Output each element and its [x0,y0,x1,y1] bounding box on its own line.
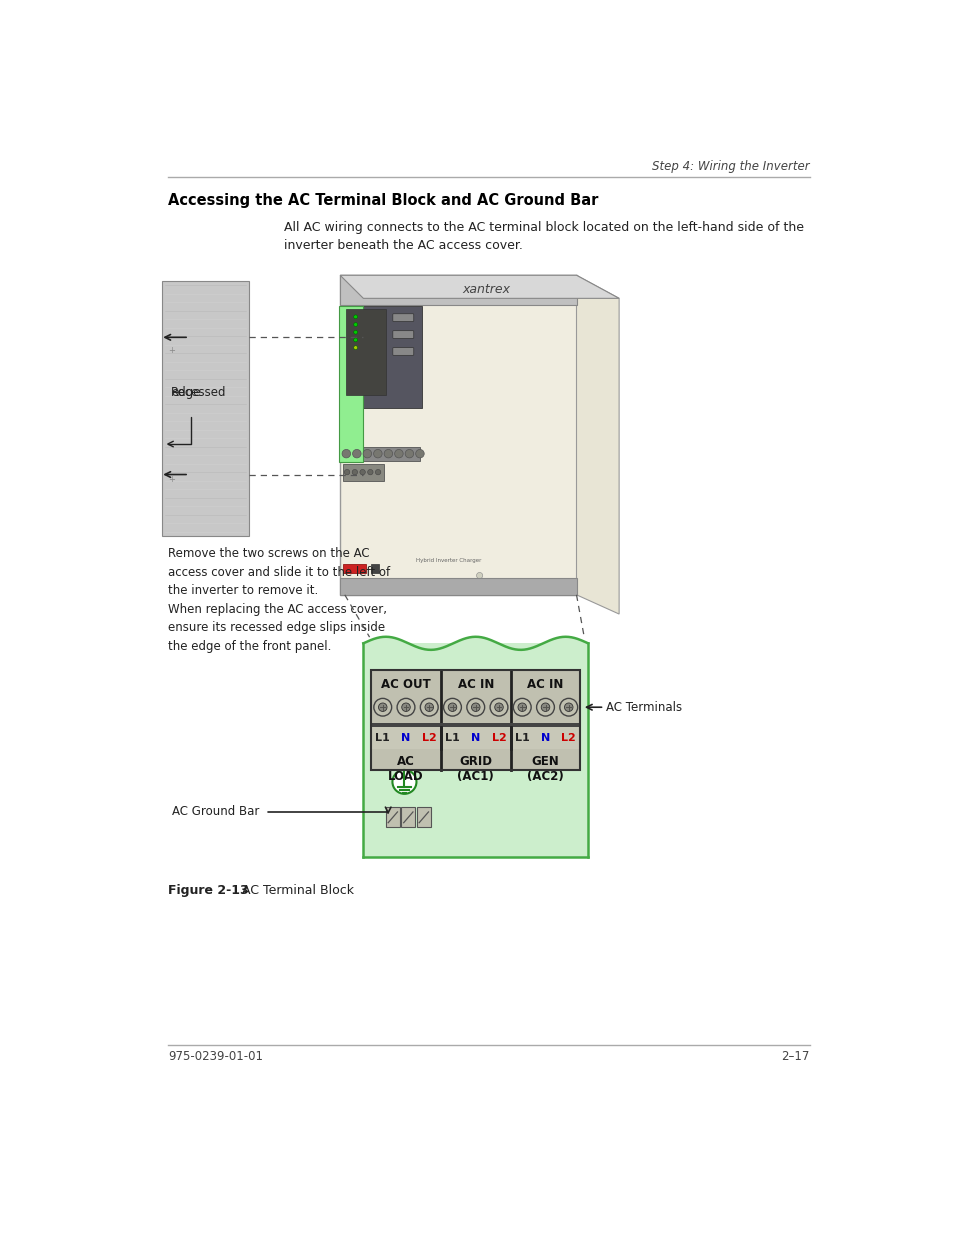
Circle shape [342,450,350,458]
Circle shape [471,703,479,711]
Text: edge: edge [171,369,200,399]
Text: AC
LOAD: AC LOAD [388,755,423,783]
Text: Remove the two screws on the AC
access cover and slide it to the left of
the inv: Remove the two screws on the AC access c… [168,547,390,597]
FancyBboxPatch shape [343,306,421,409]
Text: 975-0239-01-01: 975-0239-01-01 [168,1050,263,1063]
FancyBboxPatch shape [340,275,576,305]
Text: AC OUT: AC OUT [381,678,431,690]
FancyBboxPatch shape [371,722,579,727]
Text: N: N [401,734,410,743]
Text: L2: L2 [560,734,576,743]
Circle shape [353,450,361,458]
Circle shape [405,450,414,458]
Circle shape [424,703,433,711]
FancyBboxPatch shape [416,808,431,827]
Text: AC IN: AC IN [457,678,494,690]
FancyBboxPatch shape [343,447,419,461]
FancyBboxPatch shape [401,808,415,827]
Polygon shape [576,275,618,614]
Text: L1: L1 [375,734,390,743]
Circle shape [513,698,531,716]
Circle shape [354,322,357,326]
Circle shape [354,315,357,319]
Text: L2: L2 [491,734,506,743]
Circle shape [363,450,372,458]
Text: GEN
(AC2): GEN (AC2) [527,755,563,783]
FancyBboxPatch shape [162,282,249,536]
Circle shape [396,698,415,716]
Circle shape [466,698,484,716]
Text: Hybrid Inverter Charger: Hybrid Inverter Charger [416,558,481,563]
FancyBboxPatch shape [393,314,414,321]
Circle shape [540,703,549,711]
Circle shape [354,338,357,342]
Text: +: + [168,346,174,354]
Circle shape [420,698,437,716]
Circle shape [354,330,357,335]
Text: Accessing the AC Terminal Block and AC Ground Bar: Accessing the AC Terminal Block and AC G… [168,193,598,207]
Circle shape [559,698,578,716]
Circle shape [367,469,373,474]
Text: Recessed: Recessed [171,387,227,399]
Circle shape [359,469,365,474]
FancyBboxPatch shape [385,808,399,827]
Text: L2: L2 [421,734,436,743]
FancyBboxPatch shape [340,578,576,595]
Text: AC Terminal Block: AC Terminal Block [233,883,354,897]
Circle shape [401,703,410,711]
Circle shape [354,346,357,350]
Text: AC Terminals: AC Terminals [605,700,681,714]
FancyBboxPatch shape [346,309,385,395]
Circle shape [476,291,482,298]
Text: L1: L1 [515,734,529,743]
Circle shape [344,469,350,474]
Text: Figure 2-13: Figure 2-13 [168,883,249,897]
Circle shape [495,703,503,711]
FancyBboxPatch shape [340,275,576,595]
Circle shape [490,698,507,716]
Text: +: + [168,475,174,484]
Text: N: N [540,734,550,743]
Text: When replacing the AC access cover,
ensure its recessed edge slips inside
the ed: When replacing the AC access cover, ensu… [168,603,387,652]
Text: Step 4: Wiring the Inverter: Step 4: Wiring the Inverter [652,159,809,173]
Text: AC IN: AC IN [527,678,563,690]
Circle shape [384,450,393,458]
Text: 2–17: 2–17 [781,1050,809,1063]
FancyBboxPatch shape [371,564,378,573]
Circle shape [395,450,403,458]
FancyBboxPatch shape [371,727,579,748]
Text: xantrex: xantrex [462,283,510,296]
FancyBboxPatch shape [371,671,579,771]
Text: AC Ground Bar: AC Ground Bar [172,805,259,819]
FancyBboxPatch shape [393,331,414,338]
Circle shape [448,703,456,711]
Text: GRID
(AC1): GRID (AC1) [456,755,494,783]
Circle shape [536,698,554,716]
Circle shape [416,450,424,458]
Polygon shape [340,275,618,299]
Circle shape [375,469,380,474]
Circle shape [374,450,382,458]
Circle shape [378,703,387,711]
Circle shape [517,703,526,711]
FancyBboxPatch shape [393,347,414,356]
Circle shape [443,698,461,716]
Circle shape [392,769,416,794]
Text: N: N [471,734,480,743]
FancyBboxPatch shape [338,306,363,462]
Circle shape [374,698,392,716]
FancyBboxPatch shape [343,564,366,573]
FancyBboxPatch shape [343,463,383,480]
Text: All AC wiring connects to the AC terminal block located on the left-hand side of: All AC wiring connects to the AC termina… [284,221,803,252]
Circle shape [476,573,482,579]
Circle shape [352,469,357,474]
Circle shape [564,703,573,711]
Text: L1: L1 [445,734,459,743]
